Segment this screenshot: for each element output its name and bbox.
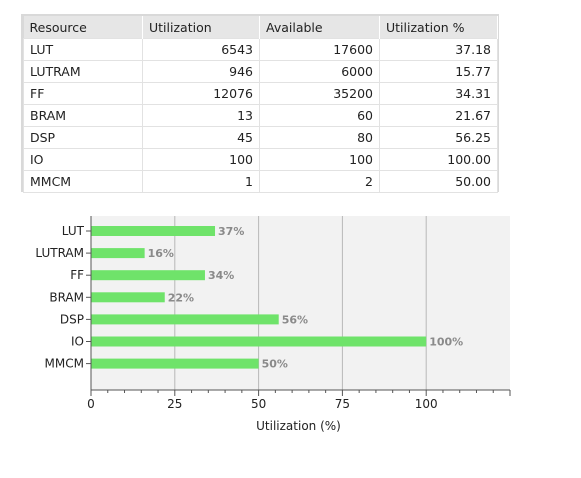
- cell-utilization: 45: [142, 126, 260, 149]
- cell-utilization: 100: [142, 148, 260, 171]
- cell-utilization: 12076: [142, 82, 260, 105]
- x-axis-title: Utilization (%): [256, 419, 341, 433]
- x-tick-label: 75: [335, 397, 350, 411]
- cell-resource: LUTRAM: [23, 60, 143, 83]
- x-tick-label: 25: [167, 397, 182, 411]
- bar-value-label: 100%: [429, 336, 463, 349]
- y-tick-label: FF: [70, 268, 84, 282]
- table-row[interactable]: LUTRAM 946 6000 15.77: [23, 60, 498, 83]
- table-row[interactable]: LUT 6543 17600 37.18: [23, 38, 498, 61]
- cell-utilization-percent: 100.00: [379, 148, 498, 171]
- cell-available: 100: [259, 148, 380, 171]
- cell-resource: IO: [23, 148, 143, 171]
- bar[interactable]: [91, 248, 145, 259]
- bar-value-label: 56%: [282, 313, 308, 326]
- utilization-chart: LUT 37% LUTRAM 16% FF 34% BRAM 22% DSP 56% IO 100% M…: [0, 206, 581, 446]
- y-tick-label: LUT: [62, 224, 85, 238]
- cell-available: 35200: [259, 82, 380, 105]
- table-row[interactable]: BRAM 13 60 21.67: [23, 104, 498, 127]
- cell-utilization-percent: 21.67: [379, 104, 498, 127]
- column-header-utilization[interactable]: Utilization: [142, 16, 260, 39]
- utilization-table-panel: Resource Utilization Available Utilizati…: [21, 14, 499, 193]
- bar-value-label: 50%: [262, 358, 288, 371]
- column-header-available[interactable]: Available: [259, 16, 380, 39]
- cell-available: 6000: [259, 60, 380, 83]
- cell-utilization-percent: 15.77: [379, 60, 498, 83]
- bar[interactable]: [91, 270, 205, 281]
- column-header-resource[interactable]: Resource: [23, 16, 143, 39]
- y-tick-label: DSP: [60, 312, 84, 326]
- y-tick-label: IO: [71, 335, 84, 349]
- cell-utilization: 1: [142, 170, 260, 193]
- cell-utilization-percent: 56.25: [379, 126, 498, 149]
- x-tick-label: 0: [87, 397, 95, 411]
- bar[interactable]: [91, 336, 427, 347]
- table-row[interactable]: FF 12076 35200 34.31: [23, 82, 498, 105]
- cell-utilization-percent: 37.18: [379, 38, 498, 61]
- bar[interactable]: [91, 292, 165, 303]
- cell-utilization: 946: [142, 60, 260, 83]
- utilization-bar-chart: LUT 37% LUTRAM 16% FF 34% BRAM 22% DSP 56% IO 100% M…: [35, 216, 511, 433]
- column-header-utilization-percent[interactable]: Utilization %: [379, 16, 498, 39]
- cell-utilization-percent: 34.31: [379, 82, 498, 105]
- x-tick-label: 50: [251, 397, 266, 411]
- bar[interactable]: [91, 314, 279, 325]
- bar[interactable]: [91, 358, 259, 369]
- cell-resource: MMCM: [23, 170, 143, 193]
- cell-available: 60: [259, 104, 380, 127]
- bar[interactable]: [91, 226, 216, 236]
- cell-available: 17600: [259, 38, 380, 61]
- utilization-table: Resource Utilization Available Utilizati…: [23, 16, 498, 193]
- cell-utilization-percent: 50.00: [379, 170, 498, 193]
- cell-available: 2: [259, 170, 380, 193]
- cell-utilization: 6543: [142, 38, 260, 61]
- table-header-row: Resource Utilization Available Utilizati…: [23, 16, 498, 39]
- bar-value-label: 34%: [208, 269, 234, 282]
- bar-value-label: 16%: [148, 247, 174, 260]
- cell-resource: DSP: [23, 126, 143, 149]
- table-row[interactable]: MMCM 1 2 50.00: [23, 170, 498, 193]
- y-tick-label: BRAM: [49, 290, 84, 304]
- cell-resource: LUT: [23, 38, 143, 61]
- table-row[interactable]: IO 100 100 100.00: [23, 148, 498, 171]
- y-tick-label: MMCM: [45, 357, 84, 371]
- x-tick-label: 100: [415, 397, 438, 411]
- y-tick-label: LUTRAM: [35, 246, 84, 260]
- cell-utilization: 13: [142, 104, 260, 127]
- cell-resource: FF: [23, 82, 143, 105]
- bar-value-label: 37%: [218, 225, 244, 238]
- cell-available: 80: [259, 126, 380, 149]
- cell-resource: BRAM: [23, 104, 143, 127]
- bar-value-label: 22%: [168, 291, 194, 304]
- table-row[interactable]: DSP 45 80 56.25: [23, 126, 498, 149]
